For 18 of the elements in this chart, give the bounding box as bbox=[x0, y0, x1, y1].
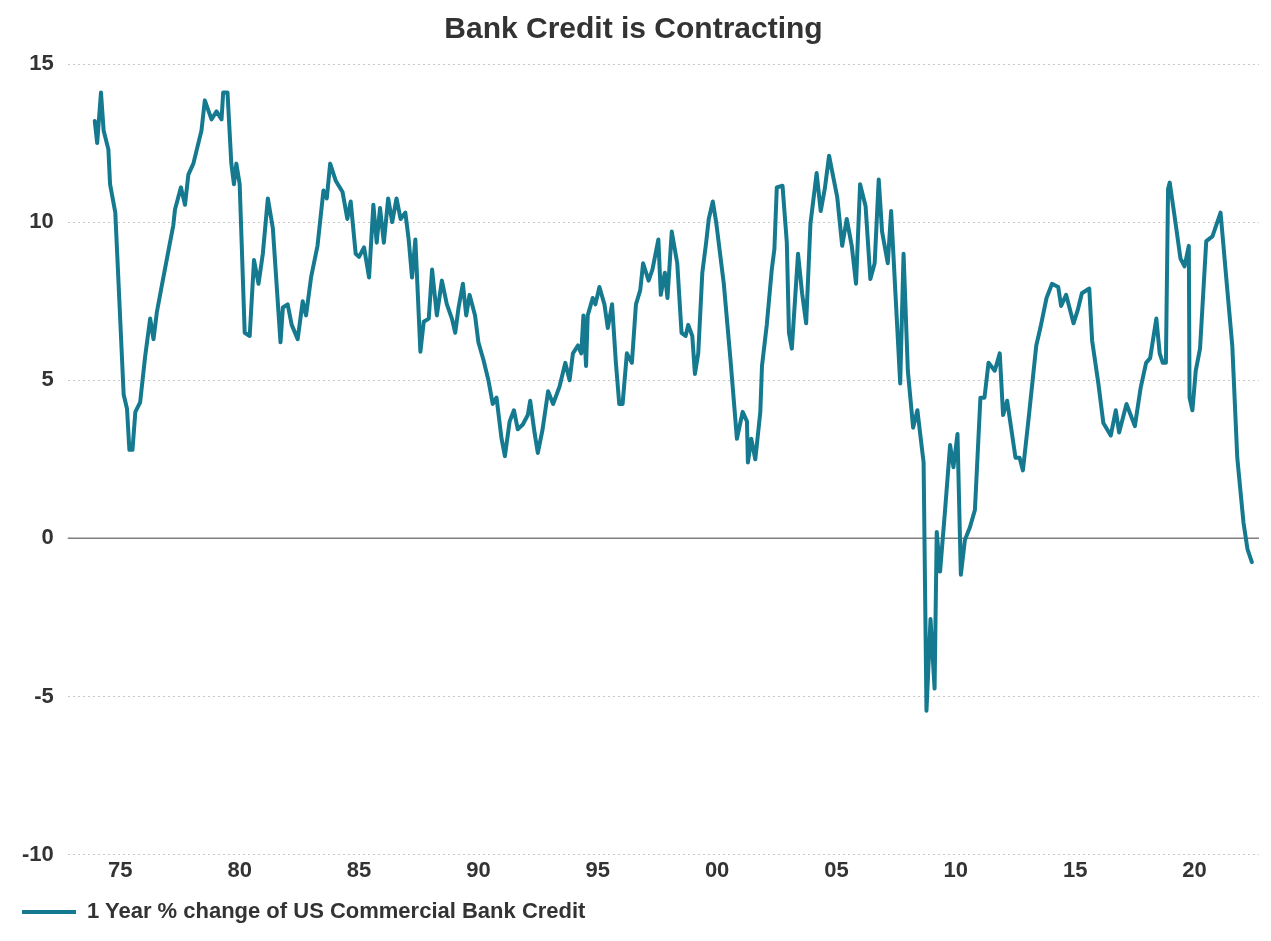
y-tick-label: 15 bbox=[29, 50, 54, 76]
y-tick-label: 10 bbox=[29, 208, 54, 234]
x-tick-label: 20 bbox=[1182, 856, 1207, 882]
y-tick-label: 0 bbox=[41, 524, 54, 550]
y-tick-label: -5 bbox=[34, 682, 54, 708]
x-tick-label: 05 bbox=[824, 856, 849, 882]
legend-label: 1 Year % change of US Commercial Bank Credit bbox=[87, 898, 587, 924]
y-tick-label: -10 bbox=[22, 840, 54, 866]
x-tick-label: 75 bbox=[108, 856, 133, 882]
x-tick-label: 00 bbox=[704, 856, 730, 882]
x-tick-label: 90 bbox=[466, 856, 491, 882]
x-tick-label: 15 bbox=[1062, 856, 1088, 882]
y-tick-label: 5 bbox=[41, 366, 54, 392]
x-tick-label: 95 bbox=[585, 856, 610, 882]
x-tick-label: 80 bbox=[227, 856, 252, 882]
x-tick-label: 10 bbox=[943, 856, 969, 882]
x-tick-label: 85 bbox=[346, 856, 372, 882]
chart-title: Bank Credit is Contracting bbox=[444, 11, 823, 45]
